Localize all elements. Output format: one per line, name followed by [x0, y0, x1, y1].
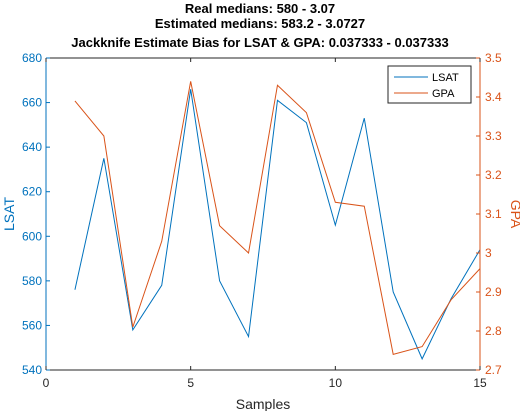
left-tick-label: 660 — [22, 96, 42, 110]
bottom-ticks: 0 5 10 15 — [43, 58, 487, 390]
right-tick-label: 3.1 — [485, 207, 502, 221]
chart-title-line-1: Real medians: 580 - 3.07 — [185, 1, 335, 16]
left-tick-label: 580 — [22, 274, 42, 288]
left-tick-label: 640 — [22, 140, 42, 154]
left-ticks: 540 560 580 600 620 640 660 680 — [22, 51, 50, 377]
right-tick-label: 3.5 — [485, 51, 502, 65]
bottom-tick-label: 0 — [43, 376, 50, 390]
series-line-gpa — [74, 81, 481, 356]
left-tick-label: 620 — [22, 185, 42, 199]
right-y-axis-label: GPA — [508, 200, 520, 229]
chart-title-line-2: Estimated medians: 583.2 - 3.0727 — [155, 16, 365, 31]
right-tick-label: 2.8 — [485, 324, 502, 338]
legend-box — [387, 65, 472, 104]
series-layer — [74, 81, 481, 361]
legend-label-gpa: GPA — [432, 88, 455, 100]
plot-area — [46, 58, 480, 370]
left-tick-label: 540 — [22, 363, 42, 377]
right-tick-label: 3.3 — [485, 129, 502, 143]
right-tick-label: 2.7 — [485, 363, 502, 377]
right-tick-label: 3.2 — [485, 168, 502, 182]
right-tick-label: 3.4 — [485, 90, 502, 104]
bottom-tick-label: 10 — [329, 376, 343, 390]
left-tick-label: 560 — [22, 318, 42, 332]
right-tick-label: 2.9 — [485, 285, 502, 299]
left-tick-label: 680 — [22, 51, 42, 65]
bottom-tick-label: 15 — [473, 376, 487, 390]
legend: LSAT GPA — [387, 65, 472, 104]
chart-title-line-3: Jackknife Estimate Bias for LSAT & GPA: … — [71, 35, 448, 50]
left-y-axis-label: LSAT — [1, 197, 17, 231]
bottom-tick-label: 5 — [187, 376, 194, 390]
x-axis-label: Samples — [236, 396, 290, 411]
series-line-lsat — [74, 89, 481, 361]
left-tick-label: 600 — [22, 229, 42, 243]
right-tick-label: 3 — [485, 246, 492, 260]
right-ticks: 2.7 2.8 2.9 3 3.1 3.2 3.3 3.4 3.5 — [476, 51, 502, 377]
legend-label-lsat: LSAT — [432, 72, 459, 84]
